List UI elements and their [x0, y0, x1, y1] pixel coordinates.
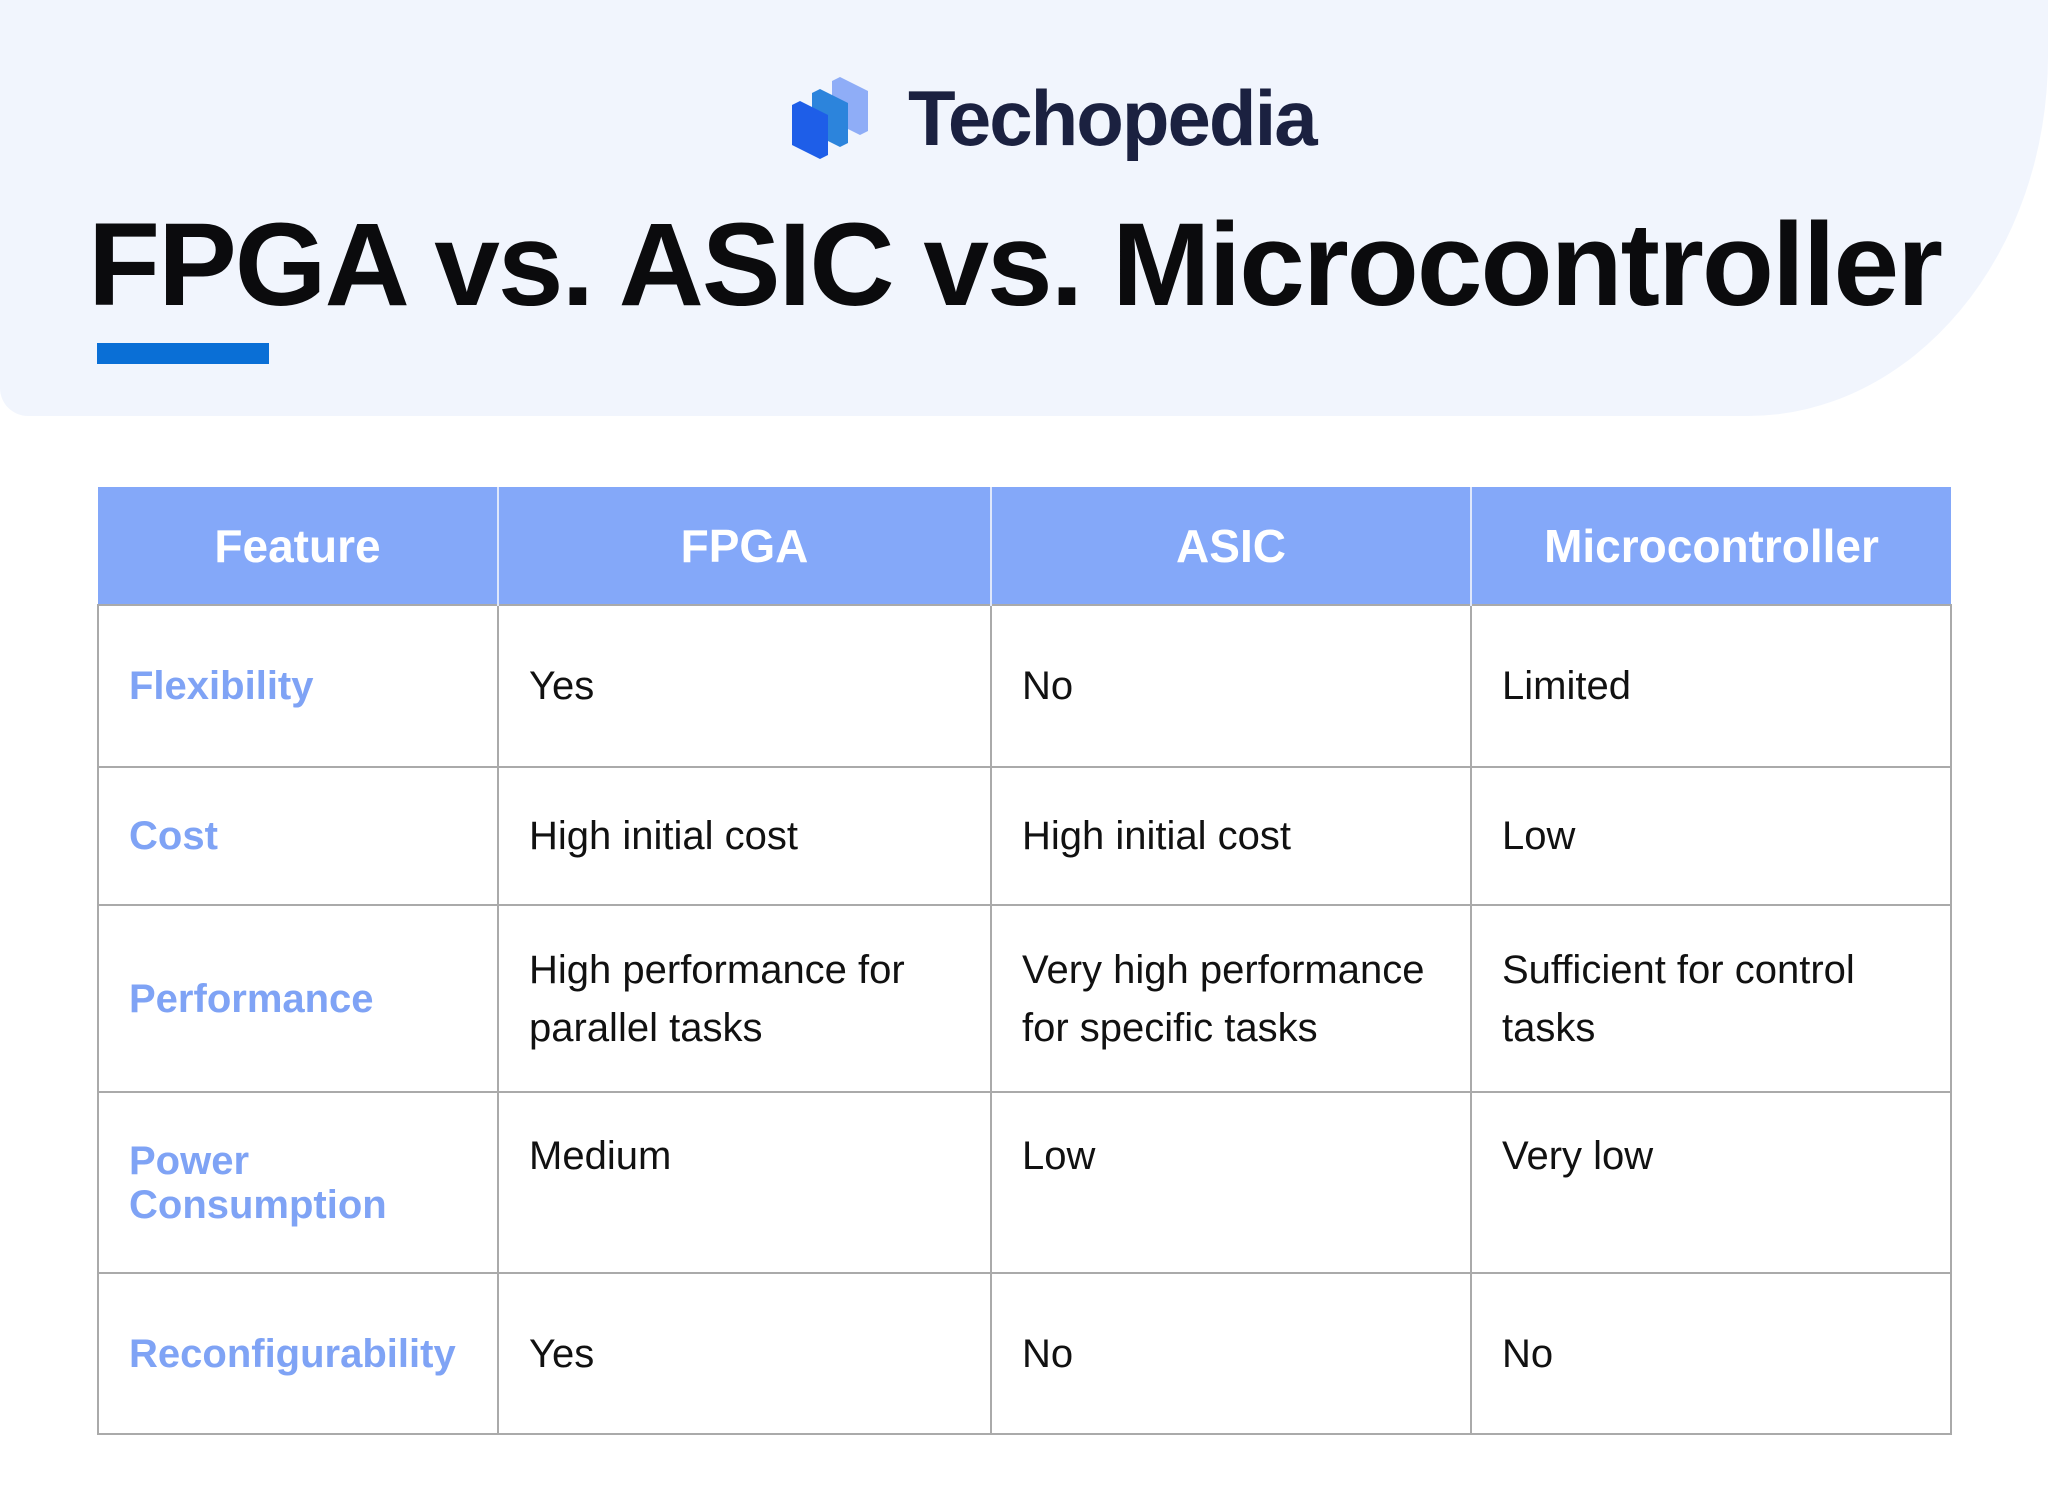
- feature-cell: Reconfigurability: [97, 1272, 499, 1435]
- microcontroller-cell: Low: [1470, 766, 1952, 906]
- feature-cell: Cost: [97, 766, 499, 906]
- logo-text: Techopedia: [908, 74, 1318, 162]
- table-header-row: Feature FPGA ASIC Microcontroller: [98, 487, 1951, 605]
- fpga-cell: High performance for parallel tasks: [497, 904, 992, 1093]
- fpga-cell: Yes: [497, 604, 992, 768]
- asic-cell: No: [990, 604, 1472, 768]
- header-fpga: FPGA: [497, 487, 991, 605]
- asic-cell: No: [990, 1272, 1472, 1435]
- header-banner: [0, 0, 2048, 416]
- logo: Techopedia: [790, 72, 1318, 164]
- microcontroller-cell: Sufficient for control tasks: [1470, 904, 1952, 1093]
- page-title: FPGA vs. ASIC vs. Microcontroller: [88, 199, 1943, 331]
- asic-cell: High initial cost: [990, 766, 1472, 906]
- table-row: Flexibility Yes No Limited: [97, 604, 1952, 768]
- feature-cell: Power Consumption: [97, 1091, 499, 1274]
- header-asic: ASIC: [990, 487, 1471, 605]
- fpga-cell: High initial cost: [497, 766, 992, 906]
- table-row: Performance High performance for paralle…: [97, 904, 1952, 1093]
- microcontroller-cell: No: [1470, 1272, 1952, 1435]
- asic-cell: Low: [990, 1091, 1472, 1274]
- comparison-table: Feature FPGA ASIC Microcontroller Flexib…: [97, 487, 1952, 1435]
- feature-cell: Performance: [97, 904, 499, 1093]
- title-underline: [97, 343, 269, 364]
- table-row: Power Consumption Medium Low Very low: [97, 1091, 1952, 1274]
- header-microcontroller: Microcontroller: [1470, 487, 1951, 605]
- fpga-cell: Yes: [497, 1272, 992, 1435]
- microcontroller-cell: Limited: [1470, 604, 1952, 768]
- microcontroller-cell: Very low: [1470, 1091, 1952, 1274]
- feature-cell: Flexibility: [97, 604, 499, 768]
- header-feature: Feature: [98, 487, 498, 605]
- fpga-cell: Medium: [497, 1091, 992, 1274]
- table-row: Cost High initial cost High initial cost…: [97, 766, 1952, 906]
- techopedia-logo-icon: [792, 77, 868, 159]
- asic-cell: Very high performance for specific tasks: [990, 904, 1472, 1093]
- table-row: Reconfigurability Yes No No: [97, 1272, 1952, 1435]
